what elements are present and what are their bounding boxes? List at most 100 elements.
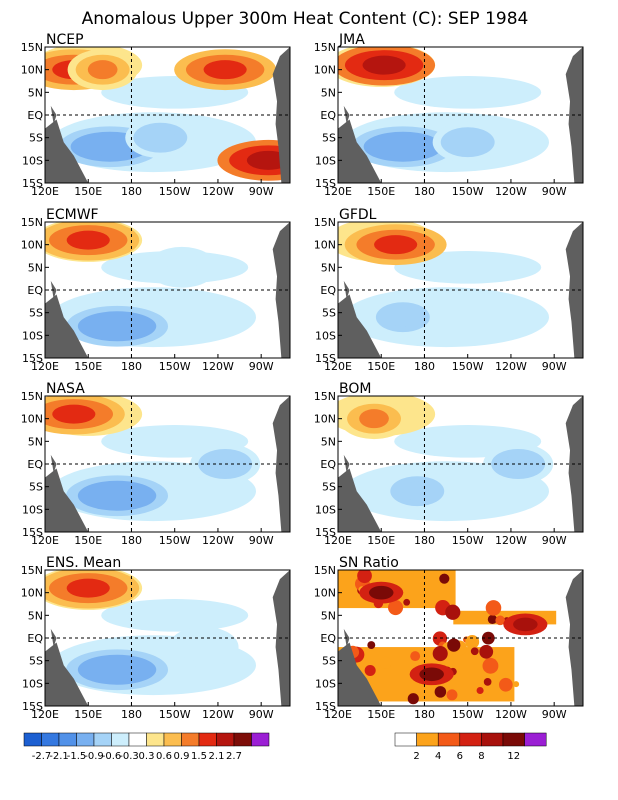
x-tick-label: 180 <box>121 708 142 721</box>
x-tick-label: 120E <box>324 185 352 198</box>
x-tick-label: 150E <box>367 185 395 198</box>
colorbar-label: 0.9 <box>174 751 190 762</box>
anomaly-core <box>95 316 139 336</box>
land-australasia <box>45 642 89 706</box>
colorbar-label: 2.7 <box>226 751 242 762</box>
colorbar-swatch <box>481 732 504 747</box>
panel-label: NCEP <box>46 32 84 48</box>
panel-ecmwf: 120E 150E 180 150W 120W 90W 15N 10N 5N EQ 5S 10S 15S… <box>21 207 291 373</box>
x-tick-label: 150W <box>452 185 484 198</box>
panel-label: BOM <box>339 381 371 397</box>
x-tick-label: 120E <box>31 185 59 198</box>
y-tick-label: EQ <box>27 632 43 645</box>
anomaly-core <box>188 637 219 657</box>
y-tick-label: 15N <box>21 41 43 54</box>
ratio-cell <box>367 641 376 650</box>
panel-nasa: 120E 150E 180 150W 120W 90W 15N 10N 5N EQ 5S 10S 15S… <box>21 381 291 547</box>
y-tick-label: 10N <box>314 64 336 77</box>
x-tick-label: 150E <box>74 534 102 547</box>
ratio-cell <box>487 614 498 624</box>
x-tick-label: 150W <box>452 708 484 721</box>
colorbar-label: -0.3 <box>119 751 139 762</box>
colorbar-label: -1.5 <box>67 751 87 762</box>
colorbar-swatch <box>128 732 147 747</box>
x-tick-label: 180 <box>414 708 435 721</box>
y-tick-label: 5S <box>29 481 43 494</box>
y-tick-label: 10N <box>314 413 336 426</box>
y-tick-label: 10N <box>21 64 43 77</box>
x-tick-label: 90W <box>542 534 567 547</box>
x-tick-label: 120W <box>202 185 234 198</box>
panel-label: GFDL <box>339 207 377 223</box>
colorbar-swatch <box>93 732 112 747</box>
ratio-cell <box>470 647 479 656</box>
x-tick-label: 180 <box>414 185 435 198</box>
colorbar-label: -0.6 <box>102 751 122 762</box>
panels: 120E 150E 180 150W 120W 90W 15N 10N 5N EQ 5S 10S 15S… <box>21 32 584 721</box>
y-tick-label: 15S <box>22 700 43 713</box>
y-tick-label: 5N <box>321 609 336 622</box>
ratio-cell <box>364 664 376 677</box>
land-australasia <box>45 468 89 532</box>
panel-ens-mean: 120E 150E 180 150W 120W 90W 15N 10N 5N EQ 5S 10S 15S… <box>21 555 291 721</box>
colorbar-swatch <box>111 732 130 747</box>
x-tick-label: 120W <box>202 360 234 373</box>
panel-bom: 120E 150E 180 150W 120W 90W 15N 10N 5N EQ 5S 10S 15S… <box>314 381 584 547</box>
anomaly-core <box>88 137 132 157</box>
y-tick-label: 10S <box>22 154 43 167</box>
y-tick-label: 15S <box>22 352 43 365</box>
panel-gfdl: 120E 150E 180 150W 120W 90W 15N 10N 5N EQ 5S 10S 15S… <box>314 207 584 373</box>
y-tick-label: 5S <box>29 132 43 145</box>
ratio-cell <box>439 573 450 584</box>
anomaly-core <box>388 307 418 327</box>
y-tick-label: 5N <box>321 261 336 274</box>
colorbar-label: 6 <box>457 751 463 762</box>
ratio-core <box>513 617 538 632</box>
y-tick-label: EQ <box>320 632 336 645</box>
colorbar-label: 4 <box>435 751 441 762</box>
x-tick-label: 120E <box>324 360 352 373</box>
x-tick-label: 90W <box>249 534 274 547</box>
land-australasia <box>338 642 382 706</box>
y-tick-label: 15N <box>21 216 43 229</box>
colorbar-label: 12 <box>507 751 520 762</box>
y-tick-label: EQ <box>320 109 336 122</box>
ratio-cell <box>445 604 461 620</box>
y-tick-label: 10S <box>22 677 43 690</box>
y-tick-label: 5S <box>322 655 336 668</box>
x-tick-label: 90W <box>542 185 567 198</box>
ratio-core <box>368 585 394 600</box>
y-tick-label: 15N <box>314 41 336 54</box>
ratio-cell <box>447 638 461 652</box>
colorbar-label: 2.1 <box>209 751 225 762</box>
panel-jma: 120E 150E 180 150W 120W 90W 15N 10N 5N EQ 5S 10S 15S… <box>314 32 584 198</box>
colorbar-swatch <box>416 732 439 747</box>
y-tick-label: 15S <box>22 177 43 190</box>
anomaly-core <box>87 60 118 80</box>
anomaly-core <box>145 128 176 148</box>
anomaly-core <box>66 578 110 598</box>
colorbar-swatch <box>23 732 42 747</box>
x-tick-label: 180 <box>414 360 435 373</box>
colorbar-swatch <box>146 732 165 747</box>
x-tick-label: 150E <box>74 360 102 373</box>
anomaly-core <box>362 55 406 75</box>
colorbar-swatch <box>233 732 252 747</box>
panel-label: JMA <box>338 32 365 48</box>
y-tick-label: 10N <box>21 587 43 600</box>
x-tick-label: 120W <box>495 360 527 373</box>
colorbar-swatch <box>216 732 235 747</box>
colorbar-swatch <box>76 732 95 747</box>
anomaly-colorbar: -2.7-2.1-1.5-0.9-0.6-0.3 0.3 0.6 0.9 1.5 2.1 2… <box>23 732 270 762</box>
anomaly-core <box>95 660 139 680</box>
ratio-cell <box>387 600 404 616</box>
x-tick-label: 120W <box>495 708 527 721</box>
colorbar-swatch <box>41 732 60 747</box>
y-tick-label: 5N <box>321 86 336 99</box>
anomaly-core <box>381 137 425 157</box>
ratio-cell <box>498 677 513 692</box>
band-cool <box>101 599 249 632</box>
x-tick-label: 90W <box>542 360 567 373</box>
ratio-core <box>419 667 444 682</box>
